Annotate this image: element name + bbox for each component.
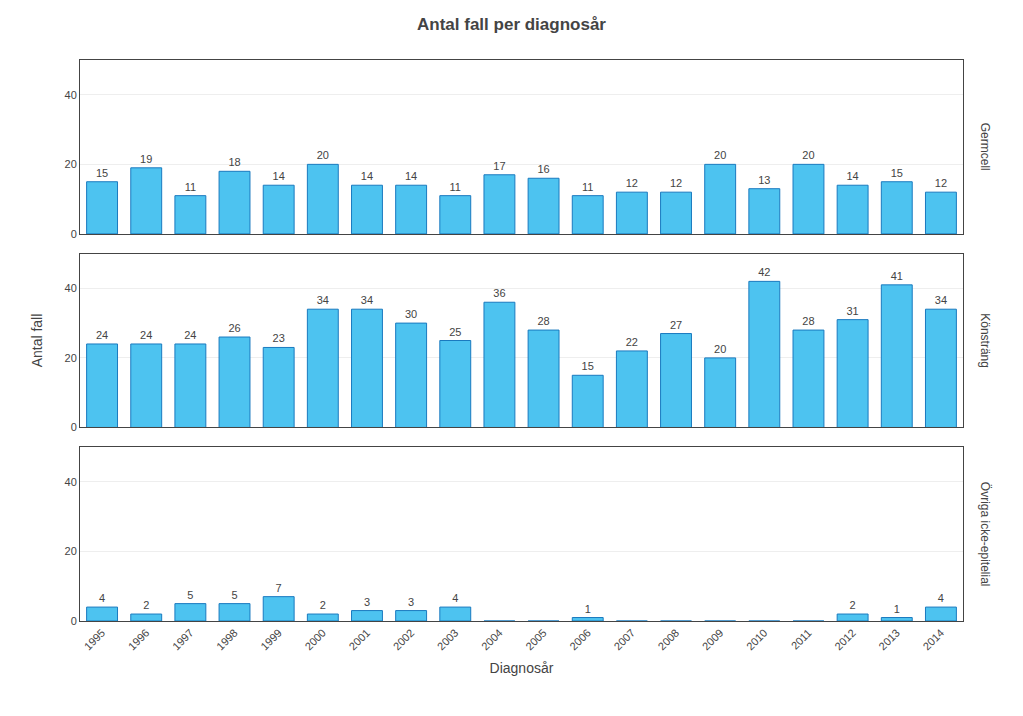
- svg-text:36: 36: [493, 287, 505, 299]
- svg-text:34: 34: [317, 294, 329, 306]
- svg-text:5: 5: [231, 589, 237, 601]
- svg-text:4: 4: [99, 592, 105, 604]
- svg-text:20: 20: [714, 149, 726, 161]
- svg-text:28: 28: [802, 315, 814, 327]
- svg-text:2014: 2014: [920, 627, 946, 653]
- svg-text:40: 40: [65, 89, 77, 101]
- svg-text:14: 14: [405, 170, 417, 182]
- svg-text:19: 19: [140, 153, 152, 165]
- svg-text:3: 3: [408, 596, 414, 608]
- svg-text:12: 12: [626, 177, 638, 189]
- svg-text:40: 40: [65, 282, 77, 294]
- svg-text:2001: 2001: [346, 627, 372, 653]
- svg-text:24: 24: [96, 329, 108, 341]
- svg-text:2007: 2007: [611, 627, 637, 653]
- svg-text:2005: 2005: [523, 627, 549, 653]
- svg-text:2003: 2003: [435, 627, 461, 653]
- svg-text:Antal fall: Antal fall: [29, 314, 45, 368]
- svg-text:20: 20: [65, 545, 77, 557]
- svg-text:27: 27: [670, 319, 682, 331]
- svg-text:26: 26: [228, 322, 240, 334]
- svg-text:0: 0: [71, 228, 77, 240]
- svg-text:14: 14: [361, 170, 373, 182]
- svg-text:1997: 1997: [170, 627, 196, 653]
- svg-text:18: 18: [228, 156, 240, 168]
- svg-text:11: 11: [185, 181, 196, 193]
- svg-text:Könsträng: Könsträng: [978, 313, 992, 368]
- svg-text:30: 30: [405, 308, 417, 320]
- svg-text:28: 28: [537, 315, 549, 327]
- svg-text:42: 42: [758, 266, 770, 278]
- svg-text:41: 41: [891, 270, 903, 282]
- svg-text:7: 7: [276, 582, 282, 594]
- svg-text:Diagnosår: Diagnosår: [490, 660, 554, 676]
- svg-text:2008: 2008: [656, 627, 682, 653]
- svg-text:34: 34: [935, 294, 947, 306]
- svg-text:22: 22: [626, 336, 638, 348]
- svg-text:24: 24: [184, 329, 196, 341]
- svg-text:25: 25: [449, 326, 461, 338]
- svg-text:11: 11: [450, 181, 461, 193]
- svg-text:1: 1: [585, 603, 591, 615]
- svg-text:12: 12: [670, 177, 682, 189]
- svg-text:2: 2: [850, 599, 856, 611]
- svg-text:2011: 2011: [789, 627, 814, 652]
- svg-text:0: 0: [71, 615, 77, 627]
- svg-text:4: 4: [938, 592, 944, 604]
- svg-text:1999: 1999: [258, 627, 284, 653]
- svg-text:0: 0: [71, 421, 77, 433]
- svg-text:13: 13: [758, 174, 770, 186]
- svg-text:2009: 2009: [700, 627, 726, 653]
- svg-text:1996: 1996: [126, 627, 152, 653]
- svg-text:1995: 1995: [82, 627, 108, 653]
- svg-text:11: 11: [582, 181, 593, 193]
- svg-text:2: 2: [320, 599, 326, 611]
- svg-text:14: 14: [847, 170, 859, 182]
- svg-text:15: 15: [582, 360, 594, 372]
- svg-text:12: 12: [935, 177, 947, 189]
- svg-text:20: 20: [65, 158, 77, 170]
- svg-text:15: 15: [891, 167, 903, 179]
- svg-text:20: 20: [714, 343, 726, 355]
- svg-text:Germcell: Germcell: [978, 123, 992, 171]
- svg-text:3: 3: [364, 596, 370, 608]
- svg-text:4: 4: [452, 592, 458, 604]
- svg-text:1998: 1998: [214, 627, 240, 653]
- svg-text:2: 2: [143, 599, 149, 611]
- svg-text:Övriga icke-epitelial: Övriga icke-epitelial: [978, 482, 992, 587]
- svg-text:2012: 2012: [832, 627, 858, 653]
- svg-text:20: 20: [317, 149, 329, 161]
- svg-text:2013: 2013: [876, 627, 902, 653]
- svg-text:31: 31: [847, 305, 859, 317]
- svg-text:14: 14: [273, 170, 285, 182]
- svg-text:Antal fall per diagnosår: Antal fall per diagnosår: [417, 15, 606, 34]
- svg-text:24: 24: [140, 329, 152, 341]
- svg-text:5: 5: [187, 589, 193, 601]
- svg-text:2002: 2002: [391, 627, 417, 653]
- svg-text:20: 20: [802, 149, 814, 161]
- svg-text:2006: 2006: [567, 627, 593, 653]
- svg-text:34: 34: [361, 294, 373, 306]
- svg-text:20: 20: [65, 352, 77, 364]
- svg-text:1: 1: [894, 603, 900, 615]
- svg-text:17: 17: [493, 160, 505, 172]
- svg-text:40: 40: [65, 476, 77, 488]
- svg-text:15: 15: [96, 167, 108, 179]
- svg-text:2000: 2000: [302, 627, 328, 653]
- svg-text:23: 23: [273, 332, 285, 344]
- svg-text:2004: 2004: [479, 627, 505, 653]
- svg-text:16: 16: [537, 163, 549, 175]
- svg-text:2010: 2010: [744, 627, 770, 653]
